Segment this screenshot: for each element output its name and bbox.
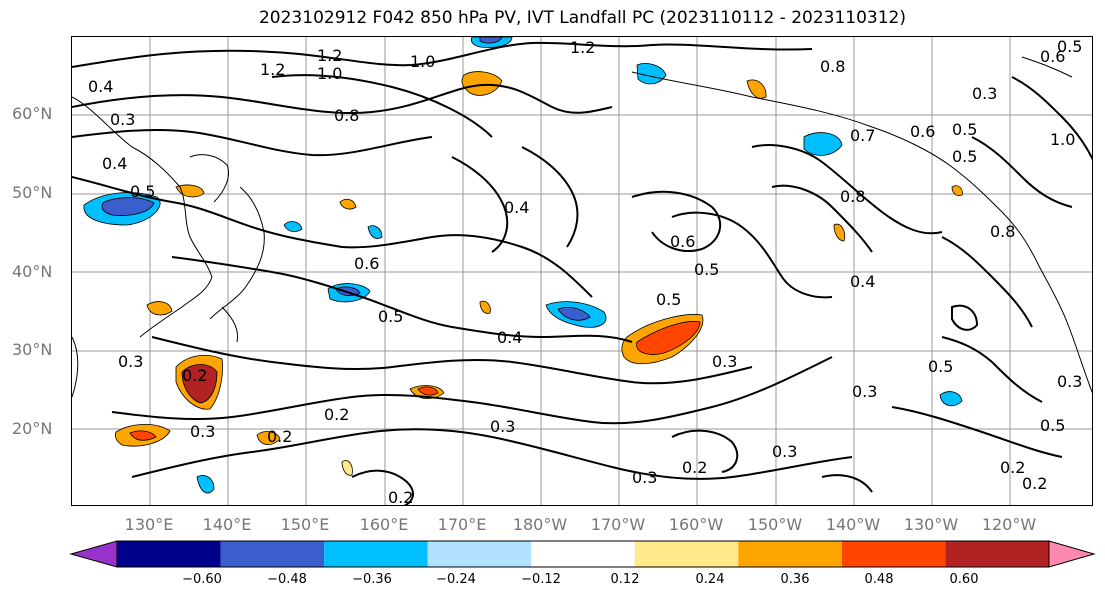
contour-label: 0.5 <box>130 182 155 201</box>
colorbar-bin <box>634 541 739 567</box>
lon-label: 150°E <box>280 515 330 534</box>
colorbar <box>69 540 1096 568</box>
contour-label: 0.3 <box>490 417 515 436</box>
contour-label: 0.5 <box>928 357 953 376</box>
pv-shading <box>83 37 963 494</box>
colorbar-extend-max <box>1048 540 1096 568</box>
coastlines <box>72 56 1092 398</box>
colorbar-bin <box>531 541 635 567</box>
contour-label: 0.4 <box>102 154 127 173</box>
colorbar-tick: −0.12 <box>521 572 561 587</box>
contour-label: 0.3 <box>852 382 877 401</box>
lat-label: 30°N <box>12 340 53 359</box>
colorbar-bin <box>117 541 221 567</box>
contour-label: 0.4 <box>497 328 522 347</box>
contour-label: 0.3 <box>1057 372 1082 391</box>
lon-label: 170°W <box>590 515 646 534</box>
contour-label: 0.4 <box>88 77 113 96</box>
lon-label: 150°W <box>747 515 803 534</box>
contour-label: 0.8 <box>840 187 865 206</box>
contour-label: 0.3 <box>972 84 997 103</box>
map-title: 2023102912 F042 850 hPa PV, IVT Landfall… <box>258 8 906 28</box>
contour-label: 0.2 <box>682 458 707 477</box>
contour-label: 0.4 <box>850 272 875 291</box>
colorbar-bin <box>427 541 532 567</box>
colorbar-bin <box>945 541 1049 567</box>
contour-label: 0.6 <box>354 254 379 273</box>
colorbar-bin <box>738 541 842 567</box>
contour-label: 0.5 <box>952 147 977 166</box>
lon-label: 140°E <box>202 515 252 534</box>
colorbar-tick: −0.24 <box>436 572 476 587</box>
colorbar-tick: −0.48 <box>267 572 307 587</box>
contour-label: 0.3 <box>772 442 797 461</box>
contour-label: 1.2 <box>317 46 342 65</box>
contour-label: 0.2 <box>388 488 413 506</box>
colorbar-tick: 0.12 <box>610 572 640 587</box>
lat-label: 60°N <box>12 104 53 123</box>
colorbar-tick: 0.60 <box>949 572 979 587</box>
contour-label: 1.2 <box>260 60 285 79</box>
colorbar-bin <box>220 541 325 567</box>
contour-label: 0.6 <box>1040 47 1065 66</box>
lat-label: 20°N <box>12 419 53 438</box>
contour-label: 0.8 <box>820 57 845 76</box>
pv-contours <box>72 41 1092 505</box>
lon-label: 180°W <box>512 515 568 534</box>
contour-label: 0.8 <box>334 106 359 125</box>
contour-label: 1.0 <box>317 64 342 83</box>
lon-label: 140°W <box>825 515 881 534</box>
contour-label: 1.0 <box>410 52 435 71</box>
contour-label: 1.2 <box>570 38 595 57</box>
contour-label: 0.7 <box>850 126 875 145</box>
contour-label: 0.5 <box>378 307 403 326</box>
contour-label: 0.4 <box>504 198 529 217</box>
colorbar-tick: 0.36 <box>780 572 810 587</box>
contour-label: 0.5 <box>952 120 977 139</box>
contour-label: 1.0 <box>1050 130 1075 149</box>
contour-label: 0.8 <box>990 222 1015 241</box>
contour-label: 0.5 <box>694 260 719 279</box>
colorbar-outline <box>116 540 1050 568</box>
lon-label: 160°W <box>668 515 724 534</box>
contour-label: 0.2 <box>1000 458 1025 477</box>
colorbar-bin <box>324 541 428 567</box>
contour-labels: 1.2 1.0 1.2 1.2 1.0 0.8 0.6 0.5 0.4 0.3 … <box>88 37 1082 506</box>
colorbar-extend-min <box>69 540 118 568</box>
contour-label: 0.6 <box>910 122 935 141</box>
contour-label: 0.3 <box>712 352 737 371</box>
lat-label: 50°N <box>12 183 53 202</box>
contour-label: 0.2 <box>267 427 292 446</box>
colorbar-tick: 0.48 <box>864 572 894 587</box>
pv-contour-map: 1.2 1.0 1.2 1.2 1.0 0.8 0.6 0.5 0.4 0.3 … <box>72 37 1092 506</box>
contour-label: 0.6 <box>670 232 695 251</box>
contour-label: 0.5 <box>1057 37 1082 56</box>
contour-label: 0.5 <box>1040 416 1065 435</box>
lon-label: 130°W <box>903 515 959 534</box>
colorbar-tick: −0.60 <box>182 572 222 587</box>
contour-label: 0.3 <box>110 110 135 129</box>
colorbar-tick: −0.36 <box>352 572 392 587</box>
graticule <box>72 37 1092 505</box>
lon-label: 120°W <box>981 515 1037 534</box>
lon-label: 170°E <box>437 515 487 534</box>
contour-label: 0.3 <box>632 468 657 487</box>
lon-label: 160°E <box>359 515 409 534</box>
contour-label: 0.3 <box>190 422 215 441</box>
map-panel: 1.2 1.0 1.2 1.2 1.0 0.8 0.6 0.5 0.4 0.3 … <box>71 36 1093 506</box>
colorbar-tick: 0.24 <box>695 572 725 587</box>
colorbar-bin <box>841 541 946 567</box>
lon-label: 130°E <box>124 515 174 534</box>
contour-label: 0.2 <box>324 405 349 424</box>
contour-label: 0.3 <box>118 352 143 371</box>
contour-label: 0.5 <box>656 290 681 309</box>
lat-label: 40°N <box>12 262 53 281</box>
contour-label: 0.2 <box>182 366 207 385</box>
contour-label: 0.2 <box>1022 474 1047 493</box>
